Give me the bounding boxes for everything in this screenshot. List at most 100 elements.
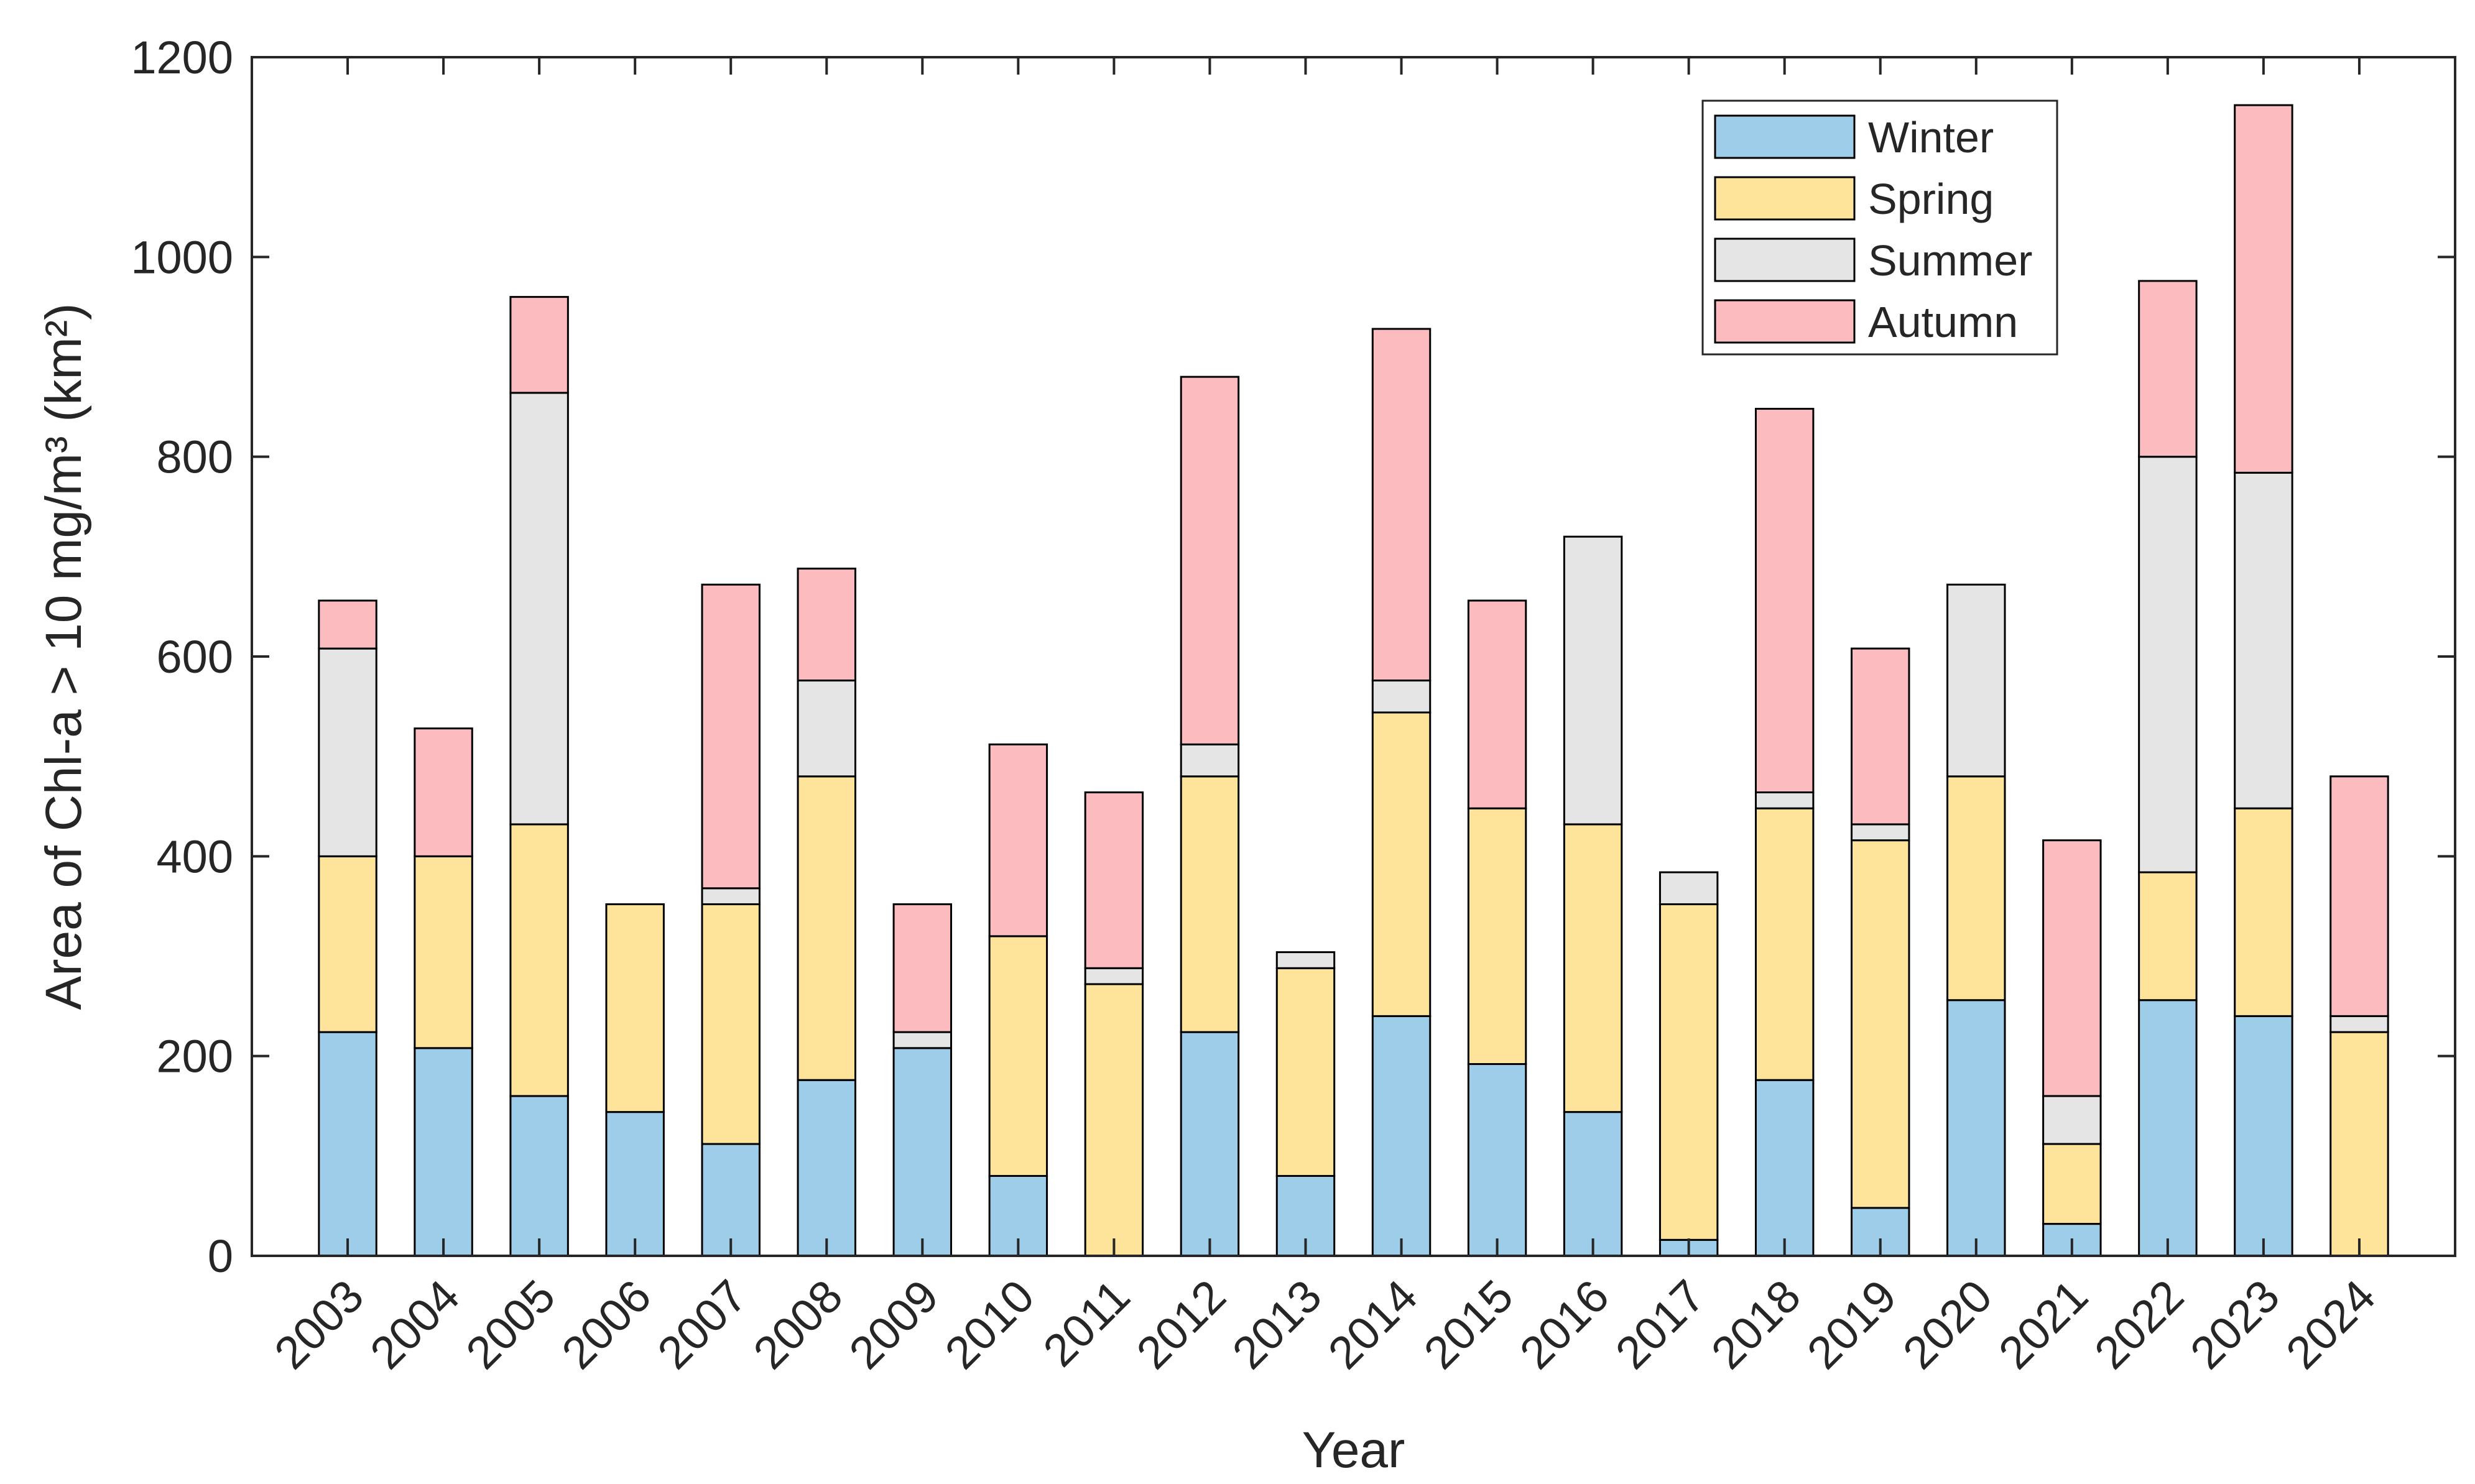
x-tick-label: 2018 [1701, 1270, 1810, 1379]
y-tick-label: 1000 [131, 231, 233, 283]
legend-label-summer: Summer [1868, 236, 2032, 285]
y-axis-ticks: 0 200 400 600 800 1000 1200 [131, 32, 2455, 1282]
bar-2007-summer [701, 887, 761, 905]
bar-2023-spring [2234, 807, 2293, 1017]
bar-2023-autumn [2234, 104, 2293, 474]
bar-2008-spring [797, 775, 856, 1081]
bar-2013-summer [1275, 951, 1336, 969]
x-tick-label: 2021 [1989, 1270, 2098, 1379]
bar-2011-autumn [1084, 791, 1144, 969]
bar-2011-summer [1084, 967, 1144, 985]
bar-2018-spring [1754, 807, 1815, 1081]
bar-2021-spring [2042, 1143, 2102, 1225]
bar-2021-autumn [2042, 839, 2102, 1097]
bar-2005-autumn [509, 296, 569, 394]
bar-2022-spring [2138, 871, 2198, 1002]
bar-2023-winter [2234, 1015, 2293, 1257]
plot-background [252, 57, 2455, 1256]
bar-2012-summer [1180, 743, 1240, 778]
bar-2014-spring [1371, 711, 1432, 1017]
bar-2019-summer [1851, 823, 1910, 842]
bar-2015-winter [1467, 1063, 1527, 1257]
bar-2005-spring [509, 823, 569, 1097]
legend: Winter Spring Summer Autumn [1701, 99, 2058, 356]
bar-2009-summer [892, 1031, 953, 1049]
bar-2020-spring [1946, 775, 2006, 1002]
bar-2012-autumn [1180, 376, 1240, 745]
bar-2023-summer [2234, 471, 2293, 809]
bar-2012-spring [1180, 775, 1240, 1033]
bar-2019-spring [1851, 839, 1910, 1209]
y-tick-label: 0 [208, 1230, 233, 1282]
bars-group [318, 104, 2389, 1257]
bar-2024-autumn [2329, 775, 2389, 1017]
bar-2018-winter [1754, 1079, 1815, 1257]
bar-2014-summer [1371, 680, 1432, 714]
y-tick-label: 200 [157, 1031, 233, 1082]
legend-label-winter: Winter [1868, 113, 1994, 162]
bar-2009-winter [892, 1047, 953, 1257]
x-tick-label: 2012 [1127, 1270, 1236, 1379]
bar-2011-spring [1084, 983, 1144, 1257]
bar-2012-winter [1180, 1031, 1240, 1257]
x-tick-label: 2009 [840, 1270, 948, 1379]
x-tick-label: 2008 [743, 1270, 852, 1379]
y-tick-label: 400 [157, 831, 233, 882]
bar-2004-winter [414, 1047, 473, 1257]
legend-swatch-winter [1714, 114, 1856, 159]
x-axis-label: Year [1302, 1422, 1405, 1478]
bar-2008-winter [797, 1079, 856, 1257]
x-tick-label: 2013 [1223, 1270, 1331, 1379]
bar-2005-summer [509, 392, 569, 826]
bar-2018-summer [1754, 791, 1815, 809]
x-tick-label: 2016 [1510, 1270, 1619, 1379]
x-tick-label: 2010 [935, 1270, 1044, 1379]
bar-2022-summer [2138, 456, 2198, 873]
bar-2015-spring [1467, 807, 1527, 1066]
bar-2007-spring [701, 903, 761, 1145]
bar-2003-winter [318, 1031, 377, 1257]
legend-swatch-autumn [1714, 299, 1856, 344]
legend-swatch-spring [1714, 176, 1856, 221]
bar-2003-autumn [318, 599, 377, 650]
x-tick-label: 2022 [2084, 1270, 2193, 1379]
x-tick-label: 2006 [552, 1270, 660, 1379]
y-tick-label: 800 [157, 431, 233, 483]
legend-swatch-summer [1714, 237, 1856, 282]
y-axis-label: Area of Chl-a > 10 mg/m³ (km²) [35, 303, 92, 1010]
x-tick-label: 2017 [1606, 1270, 1714, 1379]
bar-2020-summer [1946, 583, 2006, 778]
bar-2018-autumn [1754, 408, 1815, 794]
bar-2007-autumn [701, 583, 761, 890]
legend-label-spring: Spring [1868, 175, 1994, 223]
bar-2004-autumn [414, 727, 473, 857]
bar-2003-spring [318, 855, 377, 1033]
bar-2006-winter [605, 1111, 665, 1257]
bar-2022-winter [2138, 999, 2198, 1257]
bar-2024-spring [2329, 1031, 2389, 1257]
plot-area [252, 57, 2455, 1256]
x-tick-label: 2020 [1893, 1270, 2002, 1379]
legend-label-autumn: Autumn [1868, 298, 2018, 346]
bar-2004-spring [414, 855, 473, 1049]
bar-2017-summer [1658, 871, 1719, 905]
x-tick-label: 2004 [360, 1270, 469, 1379]
x-tick-label: 2015 [1414, 1270, 1523, 1379]
y-tick-label: 600 [157, 631, 233, 683]
y-tick-label: 1200 [131, 32, 233, 83]
bar-2008-summer [797, 680, 856, 778]
x-tick-label: 2005 [456, 1270, 565, 1379]
bar-2008-autumn [797, 568, 856, 682]
x-tick-label: 2011 [1033, 1270, 1139, 1376]
bar-2017-spring [1658, 903, 1719, 1241]
bar-2020-winter [1946, 999, 2006, 1257]
bar-2003-summer [318, 647, 377, 857]
x-tick-label: 2023 [2180, 1270, 2289, 1379]
bar-2014-autumn [1371, 328, 1432, 682]
x-tick-label: 2003 [264, 1270, 373, 1379]
x-tick-label: 2024 [2276, 1270, 2385, 1379]
x-tick-label: 2014 [1318, 1270, 1427, 1379]
bar-2005-winter [509, 1095, 569, 1257]
bar-2015-autumn [1467, 599, 1527, 809]
bar-2009-autumn [892, 903, 953, 1033]
